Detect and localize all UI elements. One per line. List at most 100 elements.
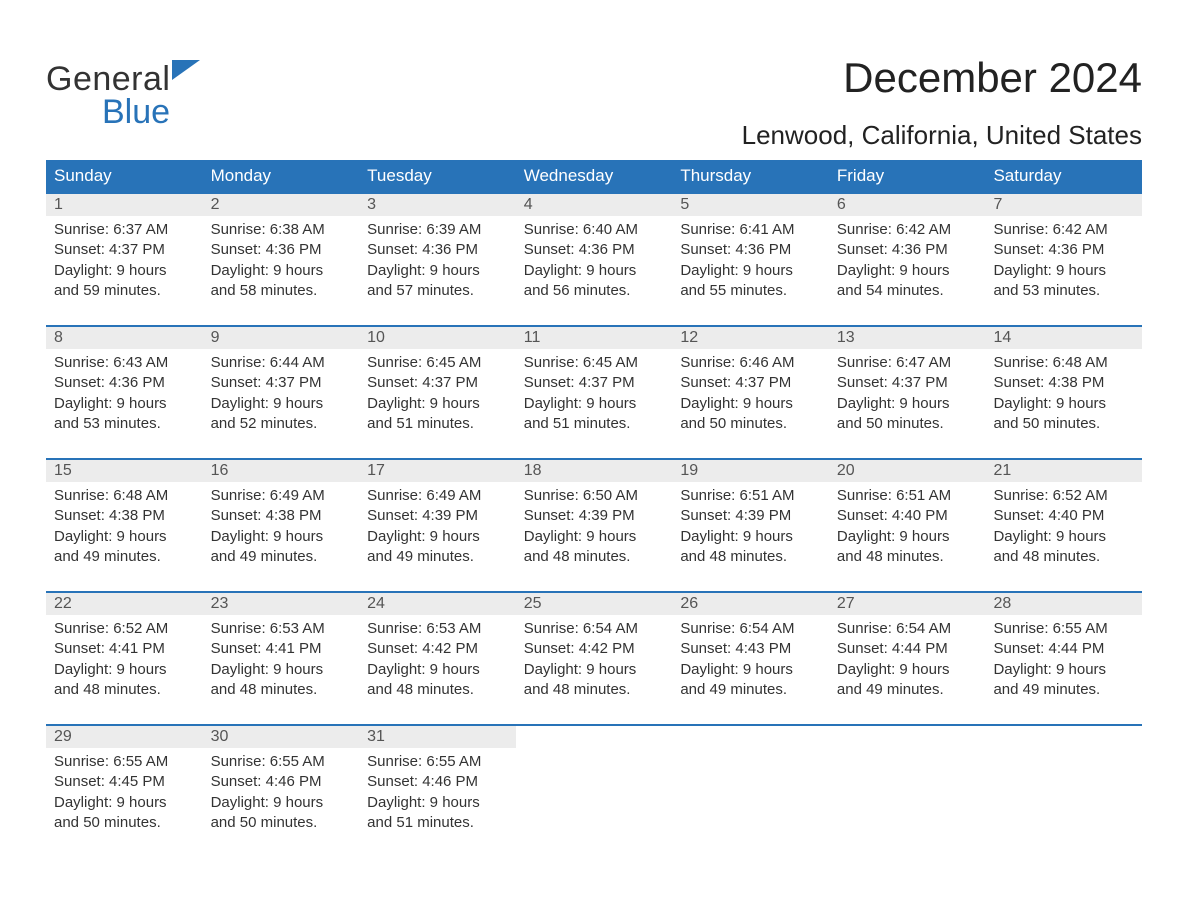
calendar-week: 1Sunrise: 6:37 AMSunset: 4:37 PMDaylight… bbox=[46, 192, 1142, 307]
daylight-line1: Daylight: 9 hours bbox=[54, 394, 195, 414]
sunset-text: Sunset: 4:37 PM bbox=[367, 373, 508, 393]
calendar-day: 15Sunrise: 6:48 AMSunset: 4:38 PMDayligh… bbox=[46, 460, 203, 573]
daylight-line1: Daylight: 9 hours bbox=[367, 261, 508, 281]
dow-sunday: Sunday bbox=[46, 160, 203, 192]
daylight-line1: Daylight: 9 hours bbox=[367, 660, 508, 680]
sunset-text: Sunset: 4:37 PM bbox=[211, 373, 352, 393]
calendar-day: 22Sunrise: 6:52 AMSunset: 4:41 PMDayligh… bbox=[46, 593, 203, 706]
calendar-day bbox=[672, 726, 829, 839]
daylight-line2: and 48 minutes. bbox=[680, 547, 821, 567]
day-number: 9 bbox=[203, 327, 360, 349]
day-number: 11 bbox=[516, 327, 673, 349]
sunrise-text: Sunrise: 6:44 AM bbox=[211, 353, 352, 373]
day-number: 16 bbox=[203, 460, 360, 482]
calendar-day: 26Sunrise: 6:54 AMSunset: 4:43 PMDayligh… bbox=[672, 593, 829, 706]
daylight-line2: and 56 minutes. bbox=[524, 281, 665, 301]
day-number: 30 bbox=[203, 726, 360, 748]
logo: General Blue bbox=[46, 60, 200, 132]
daylight-line1: Daylight: 9 hours bbox=[211, 394, 352, 414]
sunset-text: Sunset: 4:44 PM bbox=[837, 639, 978, 659]
daylight-line2: and 51 minutes. bbox=[524, 414, 665, 434]
day-number: 20 bbox=[829, 460, 986, 482]
daylight-line1: Daylight: 9 hours bbox=[993, 261, 1134, 281]
day-body: Sunrise: 6:48 AMSunset: 4:38 PMDaylight:… bbox=[46, 482, 203, 573]
sunrise-text: Sunrise: 6:40 AM bbox=[524, 220, 665, 240]
day-number: 26 bbox=[672, 593, 829, 615]
daylight-line2: and 50 minutes. bbox=[837, 414, 978, 434]
day-number: 31 bbox=[359, 726, 516, 748]
daylight-line2: and 48 minutes. bbox=[524, 547, 665, 567]
sunrise-text: Sunrise: 6:53 AM bbox=[211, 619, 352, 639]
calendar-day: 31Sunrise: 6:55 AMSunset: 4:46 PMDayligh… bbox=[359, 726, 516, 839]
sunset-text: Sunset: 4:38 PM bbox=[54, 506, 195, 526]
calendar-day bbox=[985, 726, 1142, 839]
sunrise-text: Sunrise: 6:51 AM bbox=[680, 486, 821, 506]
sunrise-text: Sunrise: 6:37 AM bbox=[54, 220, 195, 240]
daylight-line2: and 48 minutes. bbox=[367, 680, 508, 700]
day-body: Sunrise: 6:46 AMSunset: 4:37 PMDaylight:… bbox=[672, 349, 829, 440]
dow-thursday: Thursday bbox=[672, 160, 829, 192]
day-number: 23 bbox=[203, 593, 360, 615]
day-number bbox=[985, 726, 1142, 730]
daylight-line1: Daylight: 9 hours bbox=[54, 527, 195, 547]
calendar-day: 9 Sunrise: 6:44 AMSunset: 4:37 PMDaylight… bbox=[203, 327, 360, 440]
sunset-text: Sunset: 4:38 PM bbox=[211, 506, 352, 526]
sunset-text: Sunset: 4:37 PM bbox=[524, 373, 665, 393]
daylight-line2: and 53 minutes. bbox=[993, 281, 1134, 301]
calendar-day: 20Sunrise: 6:51 AMSunset: 4:40 PMDayligh… bbox=[829, 460, 986, 573]
sunrise-text: Sunrise: 6:39 AM bbox=[367, 220, 508, 240]
daylight-line1: Daylight: 9 hours bbox=[211, 793, 352, 813]
month-title: December 2024 bbox=[742, 54, 1142, 102]
daylight-line1: Daylight: 9 hours bbox=[524, 261, 665, 281]
daylight-line1: Daylight: 9 hours bbox=[367, 527, 508, 547]
sunset-text: Sunset: 4:40 PM bbox=[993, 506, 1134, 526]
calendar-day: 19Sunrise: 6:51 AMSunset: 4:39 PMDayligh… bbox=[672, 460, 829, 573]
day-body: Sunrise: 6:55 AMSunset: 4:46 PMDaylight:… bbox=[359, 748, 516, 839]
day-number: 7 bbox=[985, 194, 1142, 216]
day-number: 19 bbox=[672, 460, 829, 482]
calendar-day: 24Sunrise: 6:53 AMSunset: 4:42 PMDayligh… bbox=[359, 593, 516, 706]
sunrise-text: Sunrise: 6:53 AM bbox=[367, 619, 508, 639]
day-number: 10 bbox=[359, 327, 516, 349]
dow-wednesday: Wednesday bbox=[516, 160, 673, 192]
sunset-text: Sunset: 4:36 PM bbox=[367, 240, 508, 260]
day-number: 1 bbox=[46, 194, 203, 216]
day-number: 4 bbox=[516, 194, 673, 216]
daylight-line2: and 52 minutes. bbox=[211, 414, 352, 434]
day-body: Sunrise: 6:49 AMSunset: 4:38 PMDaylight:… bbox=[203, 482, 360, 573]
day-body: Sunrise: 6:55 AMSunset: 4:45 PMDaylight:… bbox=[46, 748, 203, 839]
calendar-week: 22Sunrise: 6:52 AMSunset: 4:41 PMDayligh… bbox=[46, 591, 1142, 706]
daylight-line2: and 48 minutes. bbox=[524, 680, 665, 700]
sunset-text: Sunset: 4:46 PM bbox=[367, 772, 508, 792]
daylight-line2: and 48 minutes. bbox=[54, 680, 195, 700]
daylight-line1: Daylight: 9 hours bbox=[993, 394, 1134, 414]
daylight-line1: Daylight: 9 hours bbox=[54, 793, 195, 813]
day-body: Sunrise: 6:47 AMSunset: 4:37 PMDaylight:… bbox=[829, 349, 986, 440]
daylight-line1: Daylight: 9 hours bbox=[211, 261, 352, 281]
sunrise-text: Sunrise: 6:52 AM bbox=[993, 486, 1134, 506]
day-body: Sunrise: 6:41 AMSunset: 4:36 PMDaylight:… bbox=[672, 216, 829, 307]
calendar-day: 28Sunrise: 6:55 AMSunset: 4:44 PMDayligh… bbox=[985, 593, 1142, 706]
daylight-line1: Daylight: 9 hours bbox=[993, 660, 1134, 680]
daylight-line1: Daylight: 9 hours bbox=[54, 261, 195, 281]
day-body: Sunrise: 6:37 AMSunset: 4:37 PMDaylight:… bbox=[46, 216, 203, 307]
sunrise-text: Sunrise: 6:55 AM bbox=[993, 619, 1134, 639]
dow-tuesday: Tuesday bbox=[359, 160, 516, 192]
sunrise-text: Sunrise: 6:49 AM bbox=[367, 486, 508, 506]
daylight-line2: and 54 minutes. bbox=[837, 281, 978, 301]
sunset-text: Sunset: 4:46 PM bbox=[211, 772, 352, 792]
daylight-line2: and 49 minutes. bbox=[54, 547, 195, 567]
day-body: Sunrise: 6:43 AMSunset: 4:36 PMDaylight:… bbox=[46, 349, 203, 440]
day-body: Sunrise: 6:48 AMSunset: 4:38 PMDaylight:… bbox=[985, 349, 1142, 440]
daylight-line2: and 50 minutes. bbox=[993, 414, 1134, 434]
calendar-day: 10Sunrise: 6:45 AMSunset: 4:37 PMDayligh… bbox=[359, 327, 516, 440]
calendar-day: 2Sunrise: 6:38 AMSunset: 4:36 PMDaylight… bbox=[203, 194, 360, 307]
header: General Blue December 2024 Lenwood, Cali… bbox=[46, 40, 1142, 150]
flag-icon bbox=[172, 60, 200, 80]
calendar-day: 30Sunrise: 6:55 AMSunset: 4:46 PMDayligh… bbox=[203, 726, 360, 839]
sunset-text: Sunset: 4:37 PM bbox=[54, 240, 195, 260]
day-number: 15 bbox=[46, 460, 203, 482]
sunrise-text: Sunrise: 6:54 AM bbox=[524, 619, 665, 639]
sunset-text: Sunset: 4:39 PM bbox=[524, 506, 665, 526]
daylight-line2: and 49 minutes. bbox=[367, 547, 508, 567]
